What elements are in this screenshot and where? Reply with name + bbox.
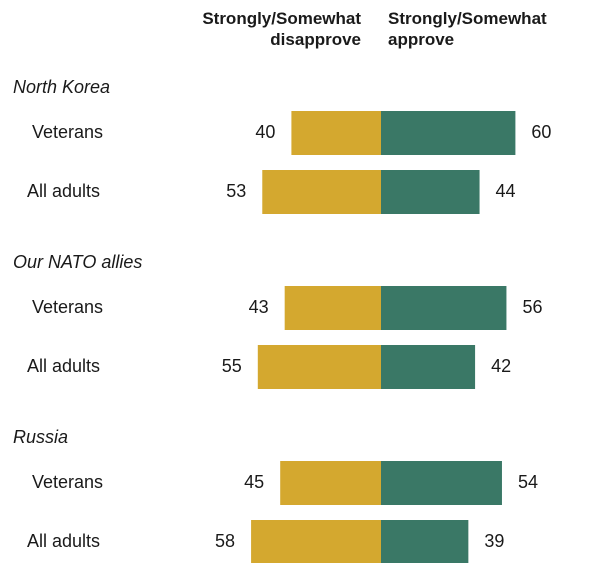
value-label-disapprove: 55	[222, 356, 242, 376]
header-disapprove: Strongly/Somewhat disapprove	[121, 8, 361, 50]
bar-disapprove	[284, 286, 381, 330]
value-label-disapprove: 58	[215, 531, 235, 551]
value-label-approve: 42	[491, 356, 511, 376]
bar-approve	[381, 286, 507, 330]
bar-approve	[381, 520, 469, 563]
header-disapprove-line1: Strongly/Somewhat	[202, 9, 361, 28]
header-approve-line2: approve	[388, 30, 455, 49]
row-label: All adults	[27, 531, 100, 551]
group-label: North Korea	[13, 77, 110, 97]
bar-disapprove	[280, 461, 381, 505]
header-approve-line1: Strongly/Somewhat	[388, 9, 547, 28]
value-label-disapprove: 53	[226, 181, 246, 201]
row-label: Veterans	[32, 297, 103, 317]
bar-disapprove	[257, 345, 381, 389]
row-label: Veterans	[32, 122, 103, 142]
bar-disapprove	[291, 111, 381, 155]
value-label-disapprove: 40	[255, 122, 275, 142]
bar-disapprove	[262, 170, 381, 214]
value-label-disapprove: 45	[244, 472, 264, 492]
group-label: Our NATO allies	[13, 252, 142, 272]
bar-disapprove	[251, 520, 381, 563]
header-disapprove-line2: disapprove	[270, 30, 361, 49]
bar-approve	[381, 345, 476, 389]
value-label-approve: 56	[522, 297, 542, 317]
bar-approve	[381, 461, 502, 505]
bar-approve	[381, 170, 480, 214]
value-label-approve: 60	[531, 122, 551, 142]
row-label: All adults	[27, 181, 100, 201]
bar-approve	[381, 111, 516, 155]
group-label: Russia	[13, 427, 68, 447]
header-approve: Strongly/Somewhat approve	[388, 8, 608, 50]
value-label-disapprove: 43	[249, 297, 269, 317]
value-label-approve: 44	[496, 181, 516, 201]
value-label-approve: 54	[518, 472, 538, 492]
value-label-approve: 39	[484, 531, 504, 551]
row-label: Veterans	[32, 472, 103, 492]
row-label: All adults	[27, 356, 100, 376]
